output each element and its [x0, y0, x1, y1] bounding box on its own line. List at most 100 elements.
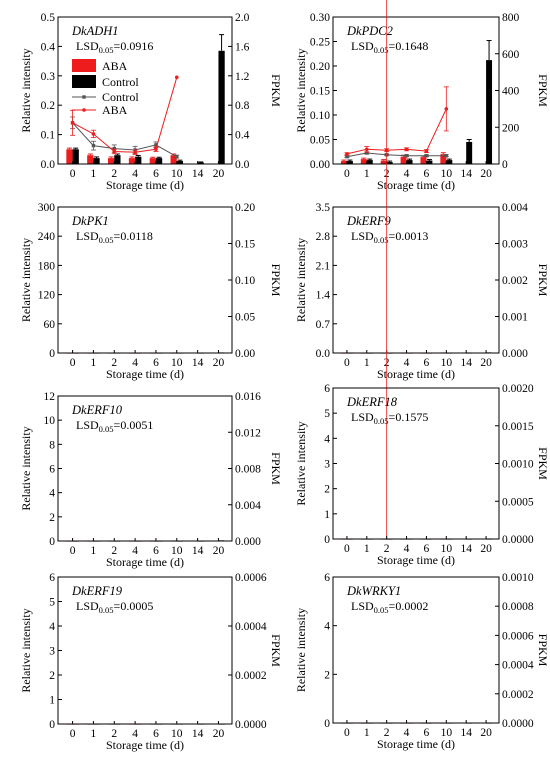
y2-tick-label: 0.0010: [502, 459, 534, 471]
y-tick-label: 0.00: [310, 159, 330, 171]
lsd-annotation: LSD0.05=0.0051: [76, 418, 153, 434]
x-tick-label: 10: [171, 545, 183, 557]
x-tick-label: 6: [424, 168, 430, 180]
y2-axis-label: FPKM: [269, 452, 283, 485]
legend-swatch-aba-bar: [72, 59, 96, 72]
chart-panel-dkpdc2: 0.000.050.100.150.200.250.30020040060080…: [294, 12, 550, 192]
bar-aba-10: [170, 155, 177, 164]
y-tick-label: 4: [324, 433, 330, 445]
x-tick-label: 2: [111, 728, 117, 740]
point-aba: [364, 147, 369, 152]
point-control: [175, 154, 179, 159]
x-tick-label: 1: [364, 168, 370, 180]
bar-control-6: [426, 160, 433, 164]
y-tick-label: 300: [38, 202, 56, 214]
x-tick-label: 2: [111, 545, 117, 557]
y2-axis-label: FPKM: [536, 264, 550, 297]
chart-panel-dkadh1: 0.0 0.1 0.2 0.3 0.4 0.5 0.0 0.4 0.8 1.2 1.6 2.0 0 1 2 4…: [19, 12, 283, 192]
y2-tick-label: 0.0: [235, 159, 250, 171]
y2-tick-label: 0.0000: [235, 719, 267, 731]
y2-axis-label: FPKM: [536, 74, 550, 107]
y2-tick-label: 0.003: [502, 239, 528, 251]
y2-tick-label: 0.008: [235, 464, 261, 476]
x-tick-label: 4: [132, 728, 138, 740]
y-tick-label: 2: [49, 512, 55, 524]
y-axis-label: Relative intensity: [294, 238, 308, 322]
x-tick-label: 4: [132, 545, 138, 557]
y2-tick-label: 600: [502, 49, 520, 61]
gene-name: DkPDC2: [346, 24, 393, 38]
bar-aba-0: [340, 161, 347, 164]
y-tick-label: 3: [49, 646, 55, 658]
legend-label-control-bar: Control: [102, 75, 139, 89]
x-tick-label: 2: [111, 357, 117, 369]
y2-tick-label: 0.012: [235, 427, 261, 439]
lsd-subscript: 0.05: [374, 416, 389, 426]
gene-name: DkPK1: [71, 214, 109, 228]
point-aba: [174, 75, 179, 80]
y-tick-label: 4: [49, 621, 55, 633]
x-tick-label: 10: [171, 168, 183, 180]
point-aba: [91, 132, 96, 136]
y-axis-label: Relative intensity: [294, 421, 308, 505]
bar-aba-6: [420, 157, 427, 164]
y-tick-label: 0.05: [310, 135, 330, 147]
y2-tick-label: 0.4: [235, 130, 250, 142]
y-tick-label: 0: [49, 719, 55, 731]
lsd-value: =0.0118: [114, 229, 153, 243]
line-control: [346, 152, 447, 158]
y-tick-label: 0.1: [41, 130, 56, 142]
x-tick-label: 1: [364, 727, 370, 739]
x-tick-label: 1: [91, 728, 97, 740]
lsd-label: LSD: [351, 410, 374, 424]
y2-axis-label: FPKM: [269, 74, 283, 107]
y2-tick-label: 0.0000: [502, 718, 534, 730]
y2-tick-label: 0.00: [235, 348, 255, 360]
bar-control-0: [72, 149, 79, 164]
point-control: [404, 154, 409, 158]
y-tick-label: 6: [49, 464, 55, 476]
x-tick-label: 2: [384, 543, 390, 555]
lsd-annotation: LSD0.05=0.0005: [76, 599, 153, 615]
y-tick-label: 10: [44, 415, 56, 427]
lsd-label: LSD: [351, 39, 374, 53]
y2-axis-label: FPKM: [536, 634, 550, 667]
y-tick-label: 180: [38, 260, 56, 272]
point-control: [365, 151, 369, 155]
bar-aba-4: [128, 158, 136, 164]
y-tick-label: 0.3: [41, 71, 56, 83]
y-tick-label: 0.10: [310, 110, 330, 122]
lsd-annotation: LSD0.05=0.0118: [76, 229, 153, 245]
y2-tick-label: 0.0002: [235, 670, 267, 682]
y-tick-label: 12: [44, 391, 56, 403]
x-tick-label: 0: [344, 543, 350, 555]
lsd-label: LSD: [351, 599, 374, 613]
bar-control-0: [346, 161, 353, 164]
x-tick-label: 20: [213, 545, 225, 557]
bar-aba-6: [149, 158, 156, 164]
bar-aba-1: [360, 159, 367, 164]
x-tick-label: 20: [213, 728, 225, 740]
x-axis-label: Storage time (d): [377, 367, 455, 381]
gene-name: DkERF9: [346, 214, 391, 228]
x-tick-label: 10: [441, 357, 453, 369]
lsd-label: LSD: [351, 229, 374, 243]
y-tick-label: 6: [324, 383, 330, 395]
y2-tick-label: 0.000: [235, 536, 261, 548]
y2-tick-label: 0.0002: [502, 689, 534, 701]
y-tick-label: 60: [44, 319, 56, 331]
bar-control-20: [218, 50, 225, 165]
x-tick-label: 14: [460, 357, 472, 369]
y2-tick-label: 0.0000: [502, 534, 534, 546]
y-tick-label: 120: [38, 290, 56, 302]
lsd-annotation: LSD0.05=0.0916: [76, 39, 153, 55]
lsd-label: LSD: [76, 599, 99, 613]
chart-panel-dkerf19: 0 1 2 3 4 5 6 0.0000 0.0002 0.0004 0.0006 0 1 2 4 6 10 14…: [19, 572, 283, 752]
x-tick-label: 0: [344, 727, 350, 739]
legend-label-aba-line: ABA: [102, 103, 128, 117]
y-tick-label: 1: [49, 695, 55, 707]
y-tick-label: 0.15: [310, 86, 330, 98]
x-tick-label: 0: [70, 545, 76, 557]
